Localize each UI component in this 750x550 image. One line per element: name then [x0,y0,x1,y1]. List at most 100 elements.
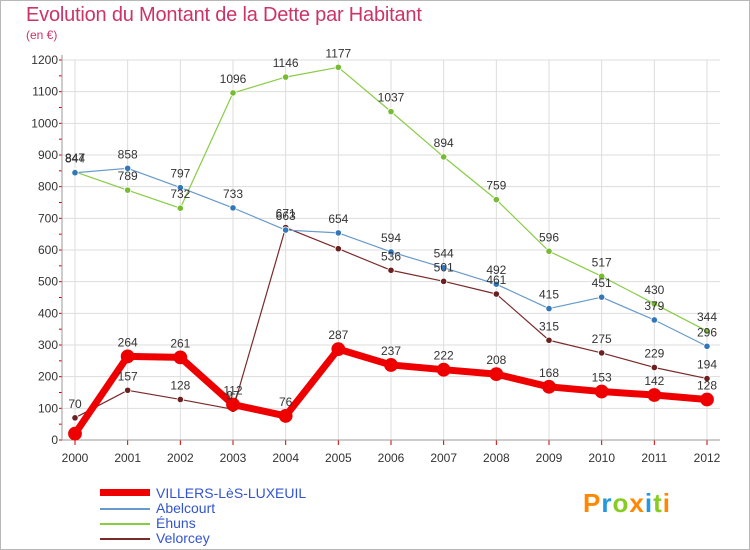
data-label: 315 [539,319,559,333]
data-label: 517 [592,255,612,269]
data-point [703,327,711,335]
data-label: 536 [381,249,401,263]
data-point [598,293,606,301]
y-tick-label: 100 [38,401,58,415]
data-point [124,386,132,394]
y-tick-label: 300 [38,338,58,352]
data-point [176,184,184,192]
proxiti-logo: Proxiti [583,488,671,519]
y-tick-label: 1100 [32,85,58,99]
y-tick-label: 800 [38,180,58,194]
data-label: 894 [434,136,454,150]
logo-letter: P [583,488,602,518]
data-label: 1177 [325,46,351,60]
y-tick-label: 1000 [31,116,58,130]
y-tick-label: 600 [38,243,58,257]
data-label: 142 [644,374,664,388]
data-point [387,266,395,274]
data-label: 97 [226,388,240,402]
data-point [700,392,714,407]
legend-label-velorcey: Velorcey [156,530,210,546]
data-point [173,350,188,365]
legend-swatch-velorcey [100,538,150,540]
data-point [124,186,132,194]
data-label: 275 [592,332,612,346]
x-tick-label: 2002 [167,451,194,465]
data-label: 128 [170,378,190,392]
data-point [334,63,342,71]
data-point [650,300,658,308]
x-tick-label: 2003 [220,451,247,465]
data-label: 157 [118,369,138,383]
y-tick-label: 700 [38,211,58,225]
data-label: 594 [381,231,401,245]
y-tick-label: 0 [51,433,58,447]
legend-label-abelcourt: Abelcourt [156,500,216,516]
data-point [229,89,237,97]
data-point [440,153,448,161]
data-label: 596 [539,230,559,244]
data-label: 733 [223,187,243,201]
legend-swatch-abelcourt [100,508,150,510]
logo-letter: t [653,488,663,518]
data-point [598,349,606,357]
data-label: 76 [279,395,293,409]
data-point [703,374,711,383]
data-point [542,379,556,394]
data-point [650,316,658,324]
logo-letter: i [644,488,654,518]
data-label: 112 [223,384,242,398]
legend-label-villers: VILLERS-LèS-LUXEUIL [156,485,307,501]
x-tick-label: 2005 [325,451,352,465]
data-label: 128 [697,378,717,392]
x-tick-label: 2004 [272,451,299,465]
data-label: 222 [434,349,454,363]
legend-swatch-villers [100,489,150,496]
data-point [176,204,184,212]
data-label: 451 [592,276,612,290]
logo-letter: x [629,488,645,518]
x-tick-label: 2012 [694,451,721,465]
legend-swatch-ehuns [100,523,150,525]
data-label: 287 [328,328,348,342]
data-point [71,169,79,177]
data-label: 415 [539,288,559,302]
data-point [492,290,500,298]
data-label: 663 [276,209,296,223]
data-label: 208 [486,353,506,367]
data-point [436,362,451,377]
data-point [492,196,500,204]
data-point [120,349,135,364]
data-label: 759 [486,179,506,193]
data-point [282,73,290,81]
data-point [334,229,342,237]
data-label: 461 [486,273,506,287]
x-tick-label: 2010 [588,451,615,465]
data-point [384,358,398,372]
data-point [334,245,342,253]
data-point [226,397,240,412]
data-label: 654 [328,212,348,226]
data-point [331,342,346,357]
data-point [598,272,606,280]
data-point [68,426,82,441]
x-tick-label: 2009 [536,451,563,465]
data-label: 430 [644,283,664,297]
data-label: 501 [434,260,454,274]
y-tick-label: 1200 [31,53,58,67]
legend-label-ehuns: Éhuns [156,515,196,531]
data-point [545,247,553,255]
data-point [440,277,448,285]
data-point [594,384,609,399]
chart-title: Evolution du Montant de la Dette par Hab… [26,4,422,26]
data-label: 1096 [220,72,247,86]
data-label: 229 [644,346,664,360]
data-point [545,336,553,344]
data-label: 70 [68,397,82,411]
x-tick-label: 2007 [430,451,457,465]
x-tick-label: 2001 [114,451,141,465]
data-point [489,367,504,382]
chart-subtitle: (en €) [26,28,58,42]
data-label: 168 [539,366,559,380]
